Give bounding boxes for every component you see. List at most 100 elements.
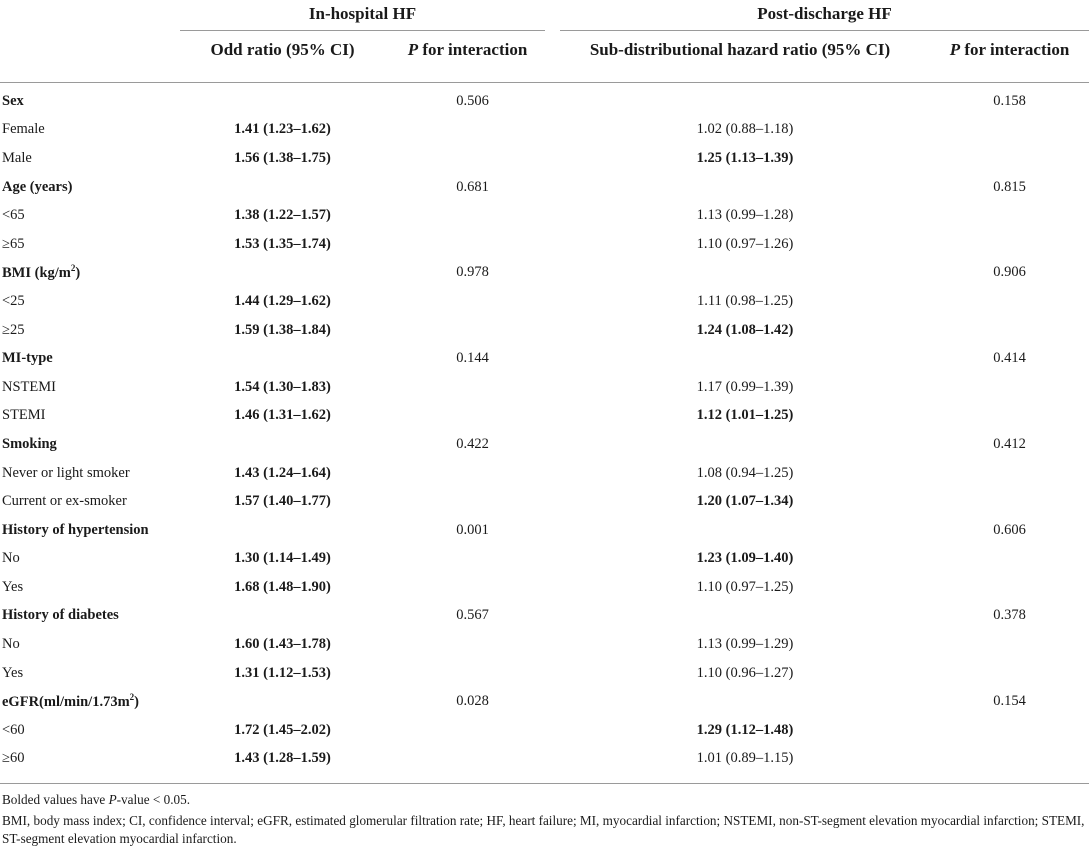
odds-ratio-cell	[180, 173, 385, 202]
row-label-text: ≥65	[2, 235, 25, 252]
table-row-header: History of diabetes 0.567 0.378	[0, 602, 1089, 631]
p-interaction-cell: 0.414	[993, 350, 1026, 367]
p-interaction-cell	[930, 287, 1089, 316]
hazard-ratio-cell: 1.11 (0.98–1.25)	[696, 292, 794, 309]
odds-ratio-cell	[180, 344, 385, 373]
row-label-text: ≥60	[2, 750, 25, 767]
p-interaction-cell: 0.506	[456, 92, 489, 109]
hazard-ratio-cell: 1.13 (0.99–1.28)	[696, 207, 794, 224]
row-label-text: Yes	[2, 664, 24, 681]
p-interaction-cell: 0.378	[993, 607, 1026, 624]
row-label: Yes	[0, 659, 180, 688]
column-header-p-rest: for interaction	[418, 40, 528, 59]
p-interaction-cell	[385, 402, 560, 431]
p-interaction-cell	[930, 116, 1089, 145]
hazard-ratio-cell: 1.17 (0.99–1.39)	[696, 378, 794, 395]
table-row: No 1.60 (1.43–1.78) 1.13 (0.99–1.29)	[0, 630, 1089, 659]
odds-ratio-cell	[180, 516, 385, 545]
row-label: ≥60	[0, 745, 180, 774]
p-interaction-cell	[385, 373, 560, 402]
hazard-ratio-cell: 1.01 (0.89–1.15)	[696, 750, 794, 767]
row-label-suffix: )	[134, 694, 140, 711]
p-interaction-cell: 0.158	[993, 92, 1026, 109]
odds-ratio-cell: 1.41 (1.23–1.62)	[234, 121, 331, 138]
hazard-ratio-cell	[560, 687, 930, 716]
hazard-ratio-cell: 1.24 (1.08–1.42)	[696, 321, 794, 338]
p-interaction-cell: 0.906	[993, 264, 1026, 281]
p-symbol: P	[407, 40, 419, 59]
row-label: MI-type	[0, 344, 180, 373]
row-label: History of hypertension	[0, 516, 180, 545]
odds-ratio-cell	[180, 87, 385, 116]
hazard-ratio-cell	[560, 259, 930, 288]
row-label: Female	[0, 116, 180, 145]
row-label-text: Male	[2, 149, 32, 166]
hazard-ratio-cell	[560, 344, 930, 373]
odds-ratio-cell	[180, 430, 385, 459]
row-label-text: Age (years)	[2, 178, 73, 195]
p-interaction-cell	[385, 116, 560, 145]
hazard-ratio-cell: 1.25 (1.13–1.39)	[696, 149, 794, 166]
row-label: STEMI	[0, 402, 180, 431]
table-row: Yes 1.31 (1.12–1.53) 1.10 (0.96–1.27)	[0, 659, 1089, 688]
group-underline-in-hospital	[180, 30, 545, 31]
odds-ratio-cell: 1.54 (1.30–1.83)	[234, 378, 331, 395]
row-label-text: History of hypertension	[2, 521, 149, 538]
row-label: Never or light smoker	[0, 459, 180, 488]
row-label-text: Yes	[2, 578, 24, 595]
table-row-header: eGFR(ml/min/1.73m2) 0.028 0.154	[0, 687, 1089, 716]
table-row: ≥25 1.59 (1.38–1.84) 1.24 (1.08–1.42)	[0, 316, 1089, 345]
column-header-p-interaction-1: P for interaction	[385, 36, 550, 64]
hazard-ratio-cell	[560, 430, 930, 459]
table-row-header: MI-type 0.144 0.414	[0, 344, 1089, 373]
p-interaction-cell	[930, 144, 1089, 173]
p-interaction-cell	[385, 659, 560, 688]
p-interaction-cell: 0.028	[456, 693, 489, 710]
p-interaction-cell	[930, 487, 1089, 516]
p-interaction-cell	[930, 230, 1089, 259]
odds-ratio-cell: 1.38 (1.22–1.57)	[234, 207, 331, 224]
p-interaction-cell	[385, 459, 560, 488]
row-label-text: <65	[2, 207, 25, 224]
odds-ratio-cell: 1.43 (1.28–1.59)	[234, 750, 331, 767]
p-interaction-cell: 0.001	[456, 521, 489, 538]
row-label-text: Current or ex-smoker	[2, 493, 127, 510]
column-header-odds-ratio: Odd ratio (95% CI)	[210, 40, 355, 59]
hazard-ratio-cell	[560, 87, 930, 116]
p-interaction-cell: 0.144	[456, 350, 489, 367]
odds-ratio-cell: 1.72 (1.45–2.02)	[234, 721, 331, 738]
hazard-ratio-cell: 1.13 (0.99–1.29)	[696, 636, 794, 653]
p-interaction-cell	[930, 716, 1089, 745]
p-interaction-cell	[930, 201, 1089, 230]
row-label: ≥65	[0, 230, 180, 259]
row-label-text: STEMI	[2, 407, 46, 424]
hazard-ratio-cell: 1.10 (0.97–1.25)	[696, 578, 794, 595]
footnote-abbreviations: BMI, body mass index; CI, confidence int…	[2, 813, 1085, 846]
odds-ratio-cell: 1.57 (1.40–1.77)	[234, 493, 331, 510]
row-label-text: Never or light smoker	[2, 464, 130, 481]
footer-divider	[0, 783, 1089, 784]
group-header-in-hospital: In-hospital HF	[308, 4, 417, 23]
p-interaction-cell	[385, 316, 560, 345]
row-label: Current or ex-smoker	[0, 487, 180, 516]
p-interaction-cell	[385, 745, 560, 774]
p-interaction-cell: 0.154	[993, 693, 1026, 710]
row-label: No	[0, 630, 180, 659]
hazard-ratio-cell	[560, 173, 930, 202]
p-interaction-cell	[930, 373, 1089, 402]
footnote-text: -value < 0.05.	[116, 792, 190, 807]
row-label: Smoking	[0, 430, 180, 459]
p-interaction-cell	[930, 402, 1089, 431]
table-row: Yes 1.68 (1.48–1.90) 1.10 (0.97–1.25)	[0, 573, 1089, 602]
header-divider	[0, 82, 1089, 83]
row-label-text: MI-type	[2, 350, 53, 367]
p-interaction-cell: 0.422	[456, 435, 489, 452]
row-label: eGFR(ml/min/1.73m2)	[0, 687, 180, 716]
group-underline-post-discharge	[560, 30, 1089, 31]
table-row-header: Smoking 0.422 0.412	[0, 430, 1089, 459]
odds-ratio-cell	[180, 602, 385, 631]
p-interaction-cell: 0.681	[456, 178, 489, 195]
results-table-body: Sex 0.506 0.158 Female 1.41 (1.23–1.62) 1.02 …	[0, 87, 1089, 773]
table-row: <25 1.44 (1.29–1.62) 1.11 (0.98–1.25)	[0, 287, 1089, 316]
table-row: Male 1.56 (1.38–1.75) 1.25 (1.13–1.39)	[0, 144, 1089, 173]
